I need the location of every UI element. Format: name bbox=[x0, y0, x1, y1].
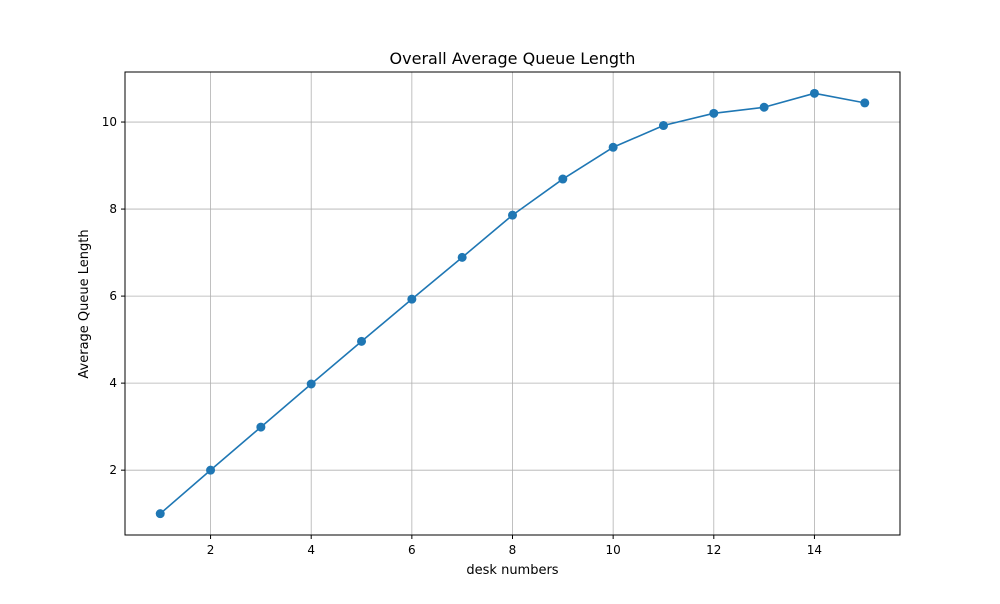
x-tick-label: 2 bbox=[207, 543, 215, 557]
chart-title: Overall Average Queue Length bbox=[390, 49, 636, 68]
data-point bbox=[256, 422, 266, 432]
y-tick-label: 4 bbox=[109, 376, 117, 390]
data-point bbox=[508, 210, 517, 220]
data-point bbox=[558, 174, 568, 184]
x-tick-label: 10 bbox=[606, 543, 621, 557]
x-tick-label: 4 bbox=[307, 543, 315, 557]
x-tick-label: 6 bbox=[408, 543, 416, 557]
data-point bbox=[457, 252, 467, 262]
data-point bbox=[809, 88, 819, 98]
x-axis-label: desk numbers bbox=[466, 563, 558, 578]
x-tick-label: 8 bbox=[509, 543, 517, 557]
x-tick-label: 12 bbox=[706, 543, 721, 557]
data-point bbox=[658, 121, 668, 131]
axis-ticks: 2 4 6 8 10 12 14 2 4 6 8 10 bbox=[102, 115, 822, 557]
data-point bbox=[407, 294, 417, 304]
y-tick-label: 2 bbox=[109, 463, 117, 477]
data-point bbox=[155, 509, 165, 519]
y-axis-label: Average Queue Length bbox=[77, 229, 92, 378]
data-point bbox=[306, 379, 316, 389]
data-point bbox=[608, 142, 618, 152]
grid-lines bbox=[125, 72, 900, 535]
y-tick-label: 6 bbox=[109, 289, 117, 303]
data-point bbox=[860, 98, 870, 108]
data-point bbox=[357, 336, 367, 346]
series-layer bbox=[155, 88, 870, 519]
y-tick-label: 10 bbox=[102, 115, 117, 129]
data-point bbox=[206, 465, 216, 475]
data-point bbox=[709, 108, 719, 118]
data-point bbox=[759, 102, 769, 112]
y-tick-label: 8 bbox=[109, 202, 117, 216]
x-tick-label: 14 bbox=[807, 543, 822, 557]
